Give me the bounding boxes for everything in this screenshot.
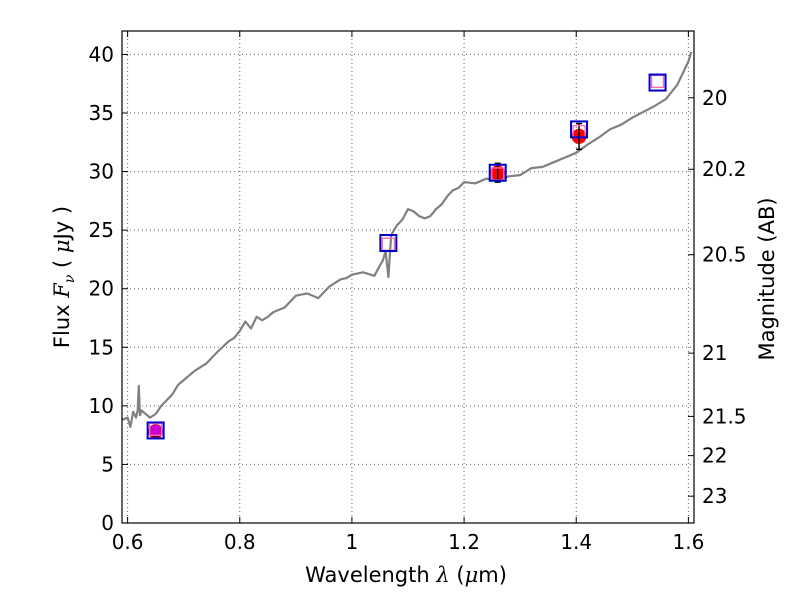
box-marker bbox=[379, 234, 398, 253]
model-point bbox=[650, 74, 665, 89]
y-axis-label: Flux Fν ( μJy ) bbox=[50, 206, 78, 348]
x-tick-label: 1.6 bbox=[672, 530, 704, 554]
box-marker bbox=[570, 120, 589, 139]
magenta-point bbox=[149, 424, 162, 437]
y-tick-label: 30 bbox=[89, 160, 114, 184]
y2-axis-label: Magnitude (AB) bbox=[755, 197, 779, 360]
y2-tick-label: 21.5 bbox=[702, 404, 747, 428]
y2-tick-label: 22 bbox=[702, 444, 727, 468]
y-tick-label: 35 bbox=[89, 101, 114, 125]
grid bbox=[122, 31, 694, 524]
y2-tick-label: 20.5 bbox=[702, 243, 747, 267]
ticks: 0.6 0.8 1 1.2 1.4 1.6 0 5 10 15 20 25 30 35 40 20 20.2 20… bbox=[89, 31, 747, 554]
y2-tick-label: 20 bbox=[702, 86, 727, 110]
x-axis-label: Wavelength λ (μm) bbox=[305, 563, 507, 587]
y-tick-label: 20 bbox=[89, 277, 114, 301]
plot-frame bbox=[121, 30, 695, 524]
spectrum-layer bbox=[121, 51, 693, 428]
y-tick-label: 5 bbox=[101, 452, 114, 476]
x-tick-label: 1 bbox=[346, 530, 359, 554]
y-tick-label: 15 bbox=[89, 335, 114, 359]
x-tick-label: 0.8 bbox=[224, 530, 256, 554]
y2-tick-label: 21 bbox=[702, 341, 727, 365]
model-point bbox=[381, 237, 396, 251]
points-layer bbox=[146, 73, 667, 440]
y-tick-label: 0 bbox=[101, 511, 114, 535]
y2-tick-label: 20.2 bbox=[702, 157, 747, 181]
y2-tick-label: 23 bbox=[702, 484, 727, 508]
box-marker bbox=[146, 421, 165, 440]
spectrum-line bbox=[121, 51, 693, 428]
box-marker bbox=[488, 163, 507, 182]
x-tick-label: 0.6 bbox=[112, 530, 144, 554]
x-tick-label: 1.2 bbox=[448, 530, 480, 554]
y-tick-label: 40 bbox=[89, 42, 114, 66]
box-marker bbox=[648, 73, 667, 92]
x-tick-label: 1.4 bbox=[560, 530, 592, 554]
y-tick-label: 10 bbox=[89, 394, 114, 418]
y-tick-label: 25 bbox=[89, 218, 114, 242]
